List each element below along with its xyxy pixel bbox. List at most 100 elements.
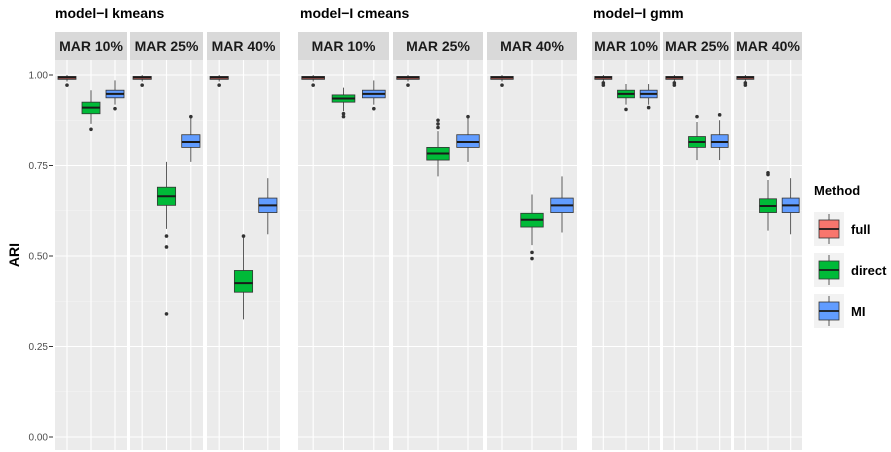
facet-strip-label: MAR 40% (212, 38, 276, 54)
outlier-point (113, 106, 117, 111)
panel-3: model−I gmm MAR 10% MAR 25% MAR 40% (592, 5, 802, 450)
facet: MAR 25% (663, 32, 731, 450)
box-full (736, 75, 755, 87)
box-direct (81, 90, 101, 132)
facet-strip (207, 32, 280, 60)
outlier-point (436, 118, 440, 123)
y-tick-label: 0.00 (29, 433, 49, 444)
facet: MAR 10% (298, 32, 389, 450)
box-MI (710, 113, 729, 161)
outlier-point (601, 83, 606, 87)
outlier-point (217, 83, 221, 87)
outlier-point (672, 83, 677, 87)
facet-strip-label: MAR 10% (312, 38, 376, 54)
y-tick-label: 1.00 (29, 71, 49, 82)
outlier-point (530, 256, 534, 261)
legend-item-MI: MI (814, 294, 865, 328)
panels-layer: model−I kmeans 0.00 0.25 0.50 0.75 1.00 MAR 10… (29, 5, 802, 450)
outlier-point (646, 105, 651, 110)
outlier-point (436, 122, 440, 126)
box-MI (781, 178, 800, 235)
facet: MAR 40% (487, 32, 577, 450)
box-direct (426, 118, 450, 177)
outlier-point (311, 83, 315, 87)
outlier-point (65, 83, 69, 87)
box-full (396, 75, 420, 87)
facet-strip (663, 32, 731, 60)
outlier-point (530, 250, 534, 255)
box-MI (639, 84, 658, 110)
outlier-point (743, 83, 748, 87)
box-MI (181, 114, 201, 162)
facet-strip (487, 32, 577, 60)
legend: Method full direct MI (814, 183, 887, 328)
facet-strip-label: MAR 25% (665, 38, 729, 54)
outlier-point (341, 114, 346, 119)
legend-item-direct: direct (814, 253, 887, 287)
outlier-point (164, 245, 169, 249)
outlier-point (164, 312, 169, 316)
box-full (594, 75, 613, 87)
y-axis-label: ARI (6, 243, 22, 267)
facet-strip (393, 32, 483, 60)
panel-2: model−I cmeans MAR 10% MAR 25% MAR 40% (298, 5, 577, 450)
panel-1: model−I kmeans 0.00 0.25 0.50 0.75 1.00 MAR 10… (29, 5, 280, 450)
panel-title: model−I gmm (593, 5, 684, 21)
box-direct (156, 161, 177, 316)
facet: MAR 10% (55, 32, 127, 450)
box-full (665, 75, 684, 87)
outlier-point (436, 125, 440, 130)
box-full (301, 75, 325, 87)
facet: MAR 40% (207, 32, 280, 450)
box-full (209, 75, 229, 87)
box-MI (362, 80, 386, 111)
legend-label: MI (851, 304, 865, 319)
legend-item-full: full (814, 212, 871, 246)
box-direct (331, 87, 356, 119)
outlier-point (717, 113, 722, 117)
legend-label: full (851, 222, 871, 237)
legend-title: Method (814, 183, 860, 198)
facet: MAR 25% (393, 32, 483, 450)
facet: MAR 10% (592, 32, 660, 450)
outlier-point (372, 106, 376, 111)
box-direct (520, 194, 544, 261)
box-MI (258, 178, 278, 235)
outlier-point (500, 83, 504, 87)
outlier-point (766, 170, 770, 175)
facet-strip (298, 32, 389, 60)
legend-label: direct (851, 263, 887, 278)
box-MI (105, 80, 125, 111)
box-MI (456, 114, 480, 162)
facet-strip-label: MAR 25% (135, 38, 199, 54)
facet: MAR 25% (130, 32, 203, 450)
facet-strip-label: MAR 10% (59, 38, 123, 54)
outlier-point (241, 234, 246, 238)
y-tick-label: 0.25 (29, 342, 49, 353)
outlier-point (164, 234, 169, 238)
y-tick-label: 0.75 (29, 161, 49, 172)
box-direct (617, 84, 635, 112)
facet-strip (734, 32, 802, 60)
outlier-point (466, 114, 470, 119)
box-direct (688, 114, 706, 161)
outlier-point (89, 127, 93, 132)
box-full (132, 75, 152, 87)
y-tick-label: 0.50 (29, 252, 49, 263)
outlier-point (140, 83, 144, 87)
facet-strip-label: MAR 10% (594, 38, 658, 54)
outlier-point (189, 114, 193, 119)
facet-strip-label: MAR 40% (736, 38, 800, 54)
panel-title: model−I kmeans (55, 5, 165, 21)
outlier-point (341, 111, 346, 116)
facet-strip-label: MAR 25% (406, 38, 470, 54)
facet: MAR 40% (734, 32, 802, 450)
facet-strip (55, 32, 127, 60)
facet-strip (130, 32, 203, 60)
box-direct (759, 170, 777, 231)
outlier-point (695, 114, 699, 119)
panel-title: model−I cmeans (300, 5, 410, 21)
box-full (57, 75, 77, 87)
box-full (490, 75, 514, 87)
